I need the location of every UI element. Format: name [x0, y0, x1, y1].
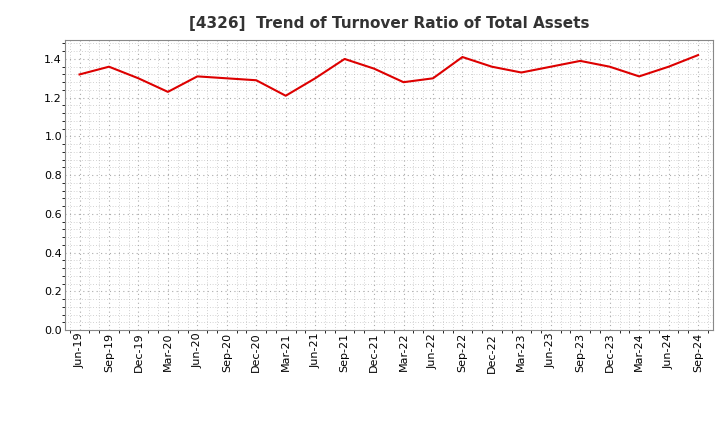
Title: [4326]  Trend of Turnover Ratio of Total Assets: [4326] Trend of Turnover Ratio of Total …: [189, 16, 589, 32]
